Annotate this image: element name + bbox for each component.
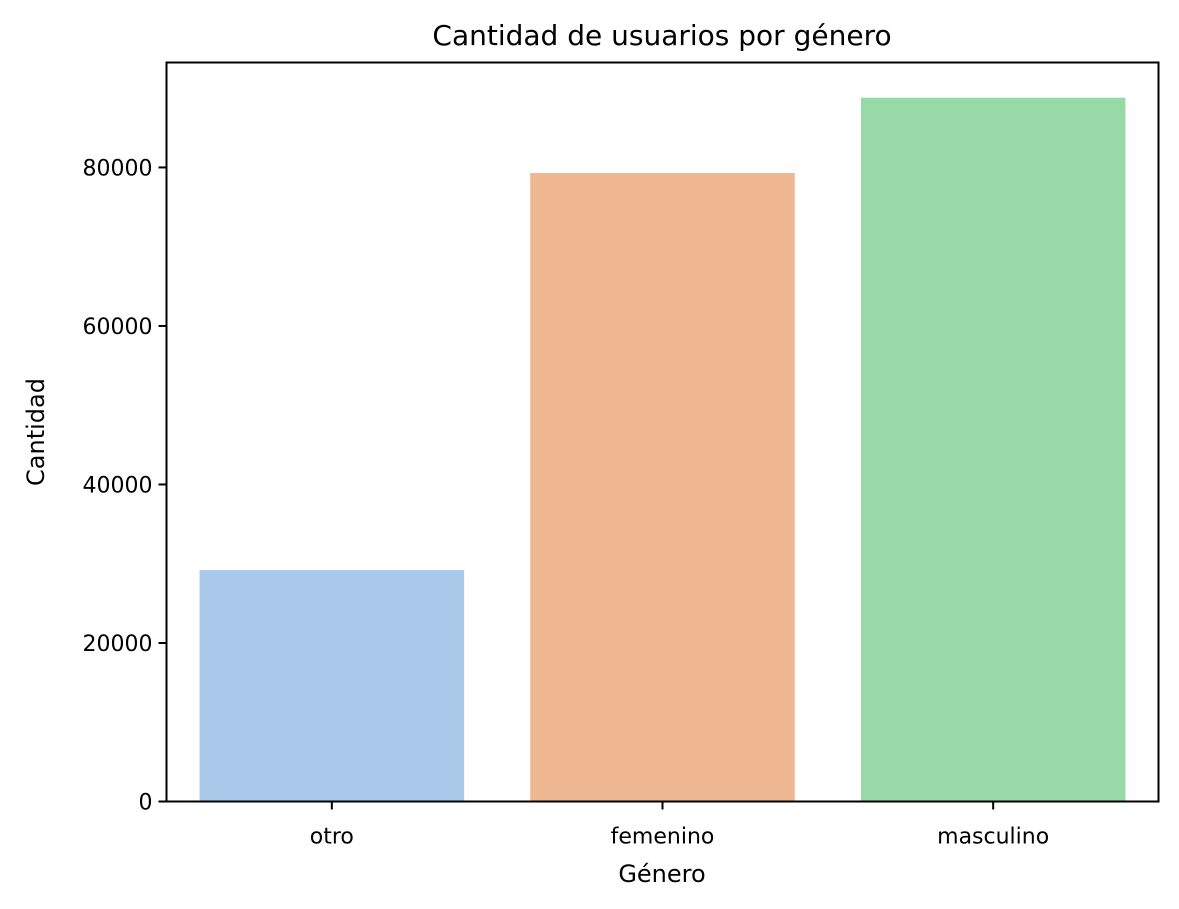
- x-tick-label-femenino: femenino: [611, 825, 715, 850]
- chart-title: Cantidad de usuarios por género: [432, 19, 891, 52]
- bars-group: [199, 97, 1126, 802]
- y-tick-label: 60000: [83, 315, 153, 340]
- plot-frame: [165, 61, 1160, 803]
- y-tick-label: 0: [139, 791, 153, 816]
- y-tick-label: 40000: [83, 473, 153, 498]
- x-tick-label-masculino: masculino: [937, 825, 1049, 850]
- x-axis-label: Género: [618, 860, 705, 888]
- y-tick-label: 80000: [83, 156, 153, 181]
- y-axis-ticks: 0 20000 40000 60000 80000: [83, 156, 167, 816]
- bar-masculino: [860, 97, 1126, 802]
- bar-femenino: [530, 172, 795, 802]
- x-axis-ticks: otro femenino masculino: [310, 801, 1049, 850]
- bar-otro: [199, 570, 465, 802]
- y-tick-label: 20000: [83, 632, 153, 657]
- x-tick-label-otro: otro: [310, 825, 354, 850]
- y-axis-label: Cantidad: [22, 378, 50, 486]
